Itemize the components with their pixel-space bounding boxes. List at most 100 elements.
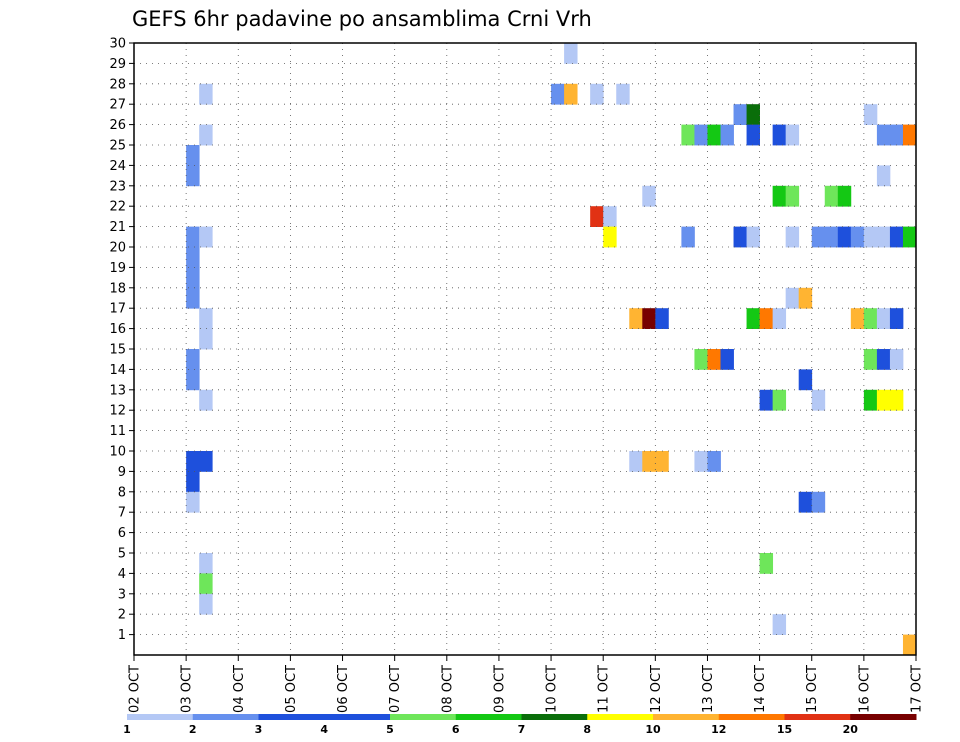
heatmap-cell	[733, 104, 747, 125]
x-tick-label: 05 OCT	[284, 665, 299, 713]
heatmap-cell	[707, 349, 721, 370]
heatmap-cell	[655, 308, 669, 329]
y-tick-label: 30	[109, 37, 126, 52]
x-tick-label: 09 OCT	[492, 665, 507, 713]
y-tick-label: 22	[109, 200, 126, 215]
x-tick-label: 17 OCT	[910, 665, 925, 713]
heatmap-cell	[902, 634, 917, 656]
heatmap-cell	[199, 328, 213, 350]
heatmap-cell	[889, 308, 904, 329]
y-tick-label: 6	[118, 526, 126, 541]
heatmap-cell	[811, 491, 826, 513]
heatmap-cell	[603, 206, 617, 227]
y-tick-label: 3	[118, 587, 126, 602]
heatmap-cell	[186, 287, 200, 309]
heatmap-cell	[759, 389, 774, 411]
x-tick-label: 02 OCT	[128, 665, 143, 713]
y-axis-ticks: 1234567891011121314151617181920212223242…	[109, 37, 134, 643]
y-tick-label: 15	[109, 343, 126, 358]
heatmap-cell	[720, 124, 734, 146]
heatmap-cell	[694, 124, 708, 146]
heatmap-cell	[199, 451, 213, 472]
x-tick-label: 08 OCT	[440, 665, 455, 713]
heatmap-cell	[876, 349, 891, 370]
y-tick-label: 11	[109, 424, 126, 439]
y-tick-label: 1	[118, 628, 126, 643]
y-tick-label: 21	[109, 220, 126, 235]
heatmap-cell	[590, 83, 604, 105]
heatmap-cell	[694, 451, 708, 472]
heatmap-cell	[811, 226, 826, 248]
heatmap-cell	[876, 226, 891, 248]
x-tick-label: 16 OCT	[857, 665, 872, 713]
heatmap-cell	[746, 308, 760, 329]
heatmap-cell	[863, 226, 878, 248]
y-tick-label: 18	[109, 281, 126, 296]
heatmap-cell	[863, 349, 878, 370]
y-tick-label: 9	[118, 465, 126, 480]
y-tick-label: 5	[118, 547, 126, 562]
heatmap-cell	[785, 185, 800, 207]
heatmap-cell	[564, 43, 578, 64]
legend-label: 7	[518, 723, 526, 736]
heatmap-cell	[186, 349, 200, 370]
y-tick-label: 25	[109, 139, 126, 154]
heatmap-cell	[199, 573, 213, 595]
heatmap-cell	[902, 124, 917, 146]
heatmap-cell	[590, 206, 604, 227]
heatmap-cell	[811, 389, 826, 411]
legend-swatch	[784, 714, 851, 720]
legend-swatch	[850, 714, 917, 720]
heatmap-cell	[642, 451, 656, 472]
heatmap-cell	[199, 553, 213, 574]
heatmap-cell	[707, 451, 721, 472]
y-tick-label: 27	[109, 98, 126, 113]
heatmap-cell	[186, 226, 200, 248]
heatmap-cell	[772, 389, 787, 411]
heatmap-cell	[681, 124, 695, 146]
x-axis-ticks: 02 OCT 03 OCT 04 OCT 05 OCT 06 OCT 07 OCT 08 O…	[128, 655, 925, 713]
heatmap-cell	[199, 593, 213, 615]
legend-label: 1	[123, 723, 131, 736]
y-tick-label: 28	[109, 77, 126, 92]
y-tick-label: 17	[109, 302, 126, 317]
x-tick-label: 10 OCT	[545, 665, 560, 713]
y-tick-label: 16	[109, 322, 126, 337]
legend-label: 10	[645, 723, 661, 736]
legend-swatch	[127, 714, 194, 720]
legend-label: 12	[711, 723, 726, 736]
heatmap-cell	[889, 349, 904, 370]
x-tick-label: 06 OCT	[336, 665, 351, 713]
heatmap-cell	[772, 614, 787, 635]
y-tick-label: 8	[118, 485, 126, 500]
heatmap-cell	[876, 165, 891, 187]
heatmap-cell	[733, 226, 747, 248]
chart-title: GEFS 6hr padavine po ansamblima Crni Vrh	[132, 7, 592, 31]
heatmap-cell	[551, 83, 565, 105]
legend-label: 8	[583, 723, 591, 736]
heatmap-cell	[199, 226, 213, 248]
y-tick-label: 19	[109, 261, 126, 276]
x-tick-label: 15 OCT	[805, 665, 820, 713]
heatmap-cell	[186, 471, 200, 493]
x-tick-label: 13 OCT	[701, 665, 716, 713]
heatmap-cell	[876, 124, 891, 146]
heatmap-cell	[837, 185, 852, 207]
heatmap-cell	[186, 267, 200, 289]
legend-swatch	[258, 714, 325, 720]
legend-swatch	[324, 714, 391, 720]
x-tick-label: 04 OCT	[232, 665, 247, 713]
heatmap-cell	[798, 369, 813, 391]
heatmap-cell	[603, 226, 617, 248]
heatmap-cell	[759, 553, 774, 574]
heatmap-cell	[186, 165, 200, 187]
heatmap-cell	[785, 124, 800, 146]
y-tick-label: 24	[109, 159, 126, 174]
heatmap-cell	[772, 124, 787, 146]
heatmap-cells	[186, 43, 917, 656]
y-tick-label: 10	[109, 445, 126, 460]
x-tick-label: 07 OCT	[388, 665, 403, 713]
legend-swatch	[521, 714, 588, 720]
heatmap-cell	[199, 308, 213, 329]
y-tick-label: 12	[109, 404, 126, 419]
